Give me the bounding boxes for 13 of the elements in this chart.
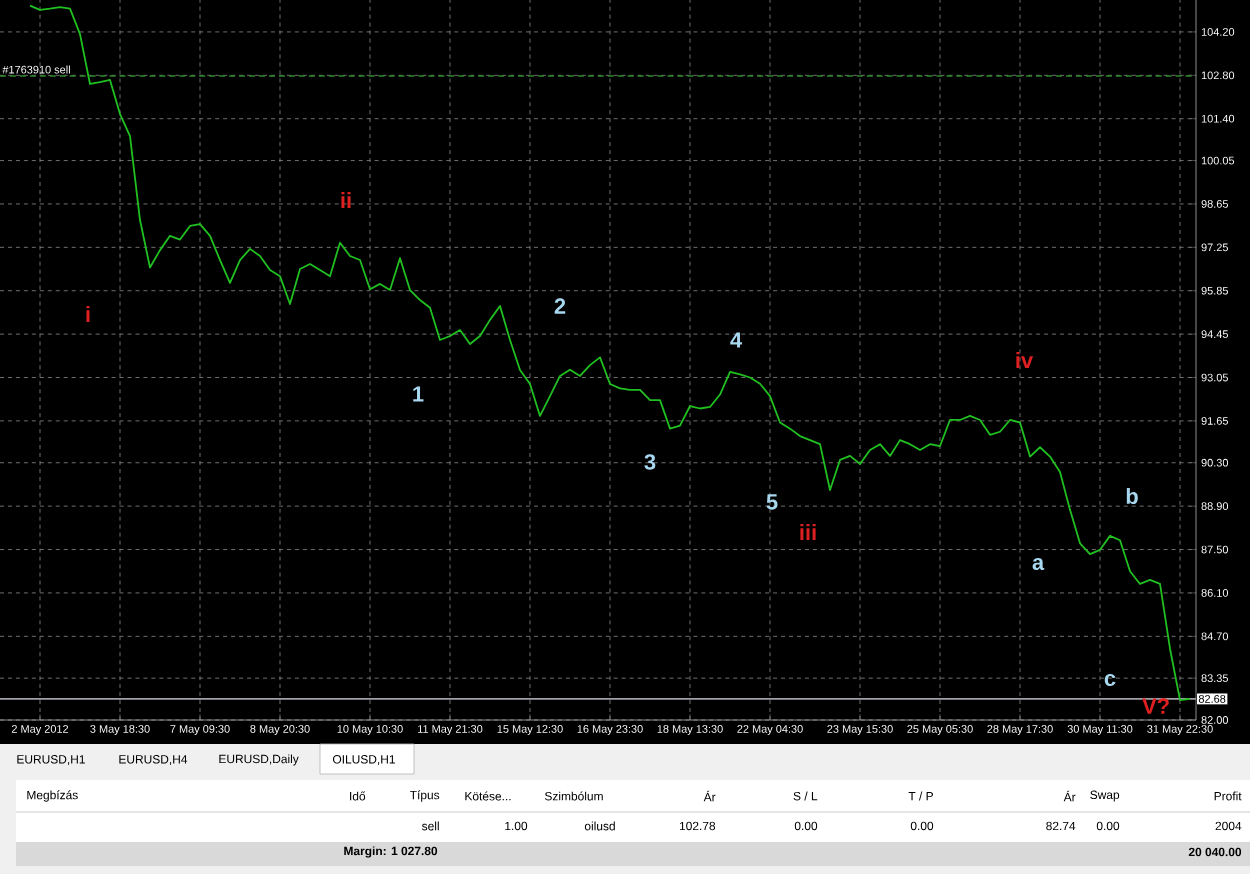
annotation: 5 <box>766 494 778 510</box>
annotation: iii <box>800 524 816 540</box>
annotation: ii <box>341 192 351 208</box>
annotation: i <box>86 306 90 322</box>
annotation: a <box>1032 558 1045 570</box>
annotation: iv <box>1016 352 1034 368</box>
annotation: 4 <box>730 332 742 348</box>
annotation: 3 <box>644 454 656 470</box>
annotation: c <box>1104 674 1116 687</box>
annotation: b <box>1126 487 1138 505</box>
annotation: 2 <box>554 298 566 314</box>
annotation: V? <box>1142 698 1169 714</box>
annotation: 1 <box>413 386 424 402</box>
